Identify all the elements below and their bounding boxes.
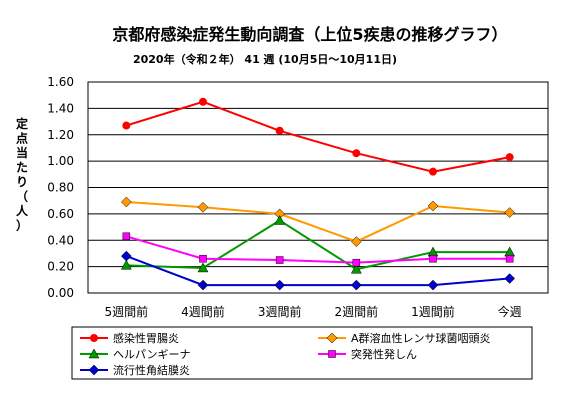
- series-line-1: [126, 201, 510, 243]
- data-point: [197, 279, 209, 291]
- data-point: [274, 279, 286, 291]
- data-point: [352, 149, 361, 158]
- data-point: [427, 200, 439, 212]
- series-line-3: [126, 235, 510, 264]
- y-tick-label: 0.00: [47, 286, 74, 300]
- x-tick-label: 5週間前: [105, 304, 149, 319]
- data-point: [427, 279, 439, 291]
- legend-label: 流行性角結膜炎: [113, 363, 190, 377]
- data-point: [505, 254, 514, 263]
- chart-subtitle: 2020年（令和２年） 41 週 (10月5日～10月11日): [133, 52, 397, 66]
- legend-box: [71, 326, 533, 380]
- legend-label: 突発性発しん: [351, 347, 417, 361]
- legend-label: A群溶血性レンサ球菌咽頭炎: [351, 331, 491, 345]
- data-point: [350, 236, 362, 247]
- y-axis-label-char: ）: [16, 218, 28, 233]
- y-axis-label-char: 点: [16, 131, 28, 146]
- y-tick-label: 0.60: [47, 207, 74, 221]
- data-point: [275, 256, 284, 264]
- data-point: [120, 196, 132, 208]
- data-point: [350, 279, 362, 291]
- x-tick-label: 3週間前: [258, 304, 302, 319]
- legend-entry: 流行性角結膜炎: [80, 363, 190, 377]
- legend-entry: 感染性胃腸炎: [80, 331, 179, 345]
- series-2: [120, 214, 516, 274]
- y-tick-label: 1.60: [47, 75, 74, 89]
- y-axis-label-char: り: [16, 175, 28, 189]
- series-4: [120, 250, 516, 291]
- series-0: [122, 97, 514, 176]
- data-point: [350, 263, 362, 274]
- legend-entry: A群溶血性レンサ球菌咽頭炎: [318, 331, 491, 345]
- series-line-0: [126, 100, 510, 173]
- data-point: [122, 232, 131, 241]
- legend-marker: [88, 364, 100, 376]
- series-line-2: [126, 219, 510, 271]
- legend-label: ヘルパンギーナ: [113, 348, 191, 361]
- series-3: [122, 232, 514, 267]
- legend-marker: [88, 348, 100, 359]
- data-point: [199, 254, 207, 263]
- data-point: [120, 259, 132, 270]
- data-point: [504, 273, 516, 284]
- data-point: [429, 167, 437, 176]
- legend-label: 感染性胃腸炎: [113, 331, 179, 345]
- data-point: [275, 126, 284, 135]
- data-point: [352, 258, 361, 267]
- y-tick-label: 1.20: [47, 128, 74, 142]
- y-axis-label-char: （: [16, 189, 28, 204]
- data-point: [504, 207, 516, 218]
- data-point: [197, 262, 209, 273]
- data-point: [120, 250, 132, 262]
- legend-entry: 突発性発しん: [318, 347, 417, 361]
- y-axis-label-char: 当: [16, 145, 28, 160]
- y-axis-label-char: た: [16, 161, 28, 175]
- legend-marker: [90, 334, 98, 342]
- y-axis-label-char: 定: [16, 116, 28, 131]
- y-tick-label: 0.20: [47, 260, 74, 274]
- y-tick-label: 1.00: [47, 154, 74, 168]
- series-line-4: [125, 255, 510, 287]
- chart-title: 京都府感染症発生動向調査（上位5疾患の推移グラフ）: [112, 25, 507, 44]
- x-tick-label: 4週間前: [181, 304, 225, 319]
- x-tick-label: 1週間前: [411, 304, 455, 319]
- y-axis-label-char: 人: [16, 203, 29, 218]
- x-tick-label: 今週: [498, 304, 522, 319]
- data-point: [197, 201, 209, 213]
- y-tick-label: 0.80: [47, 181, 74, 195]
- plot-area-frame: [87, 81, 549, 294]
- data-point: [274, 214, 286, 225]
- y-tick-label: 1.40: [47, 101, 74, 115]
- series-1: [120, 196, 516, 247]
- legend-entry: ヘルパンギーナ: [80, 348, 191, 361]
- data-point: [505, 153, 514, 162]
- legend-marker: [328, 350, 336, 358]
- legend-marker: [326, 332, 338, 344]
- y-tick-label: 0.40: [47, 233, 74, 247]
- data-point: [199, 97, 207, 106]
- data-point: [122, 121, 131, 130]
- data-point: [429, 254, 437, 263]
- x-tick-label: 2週間前: [335, 304, 379, 319]
